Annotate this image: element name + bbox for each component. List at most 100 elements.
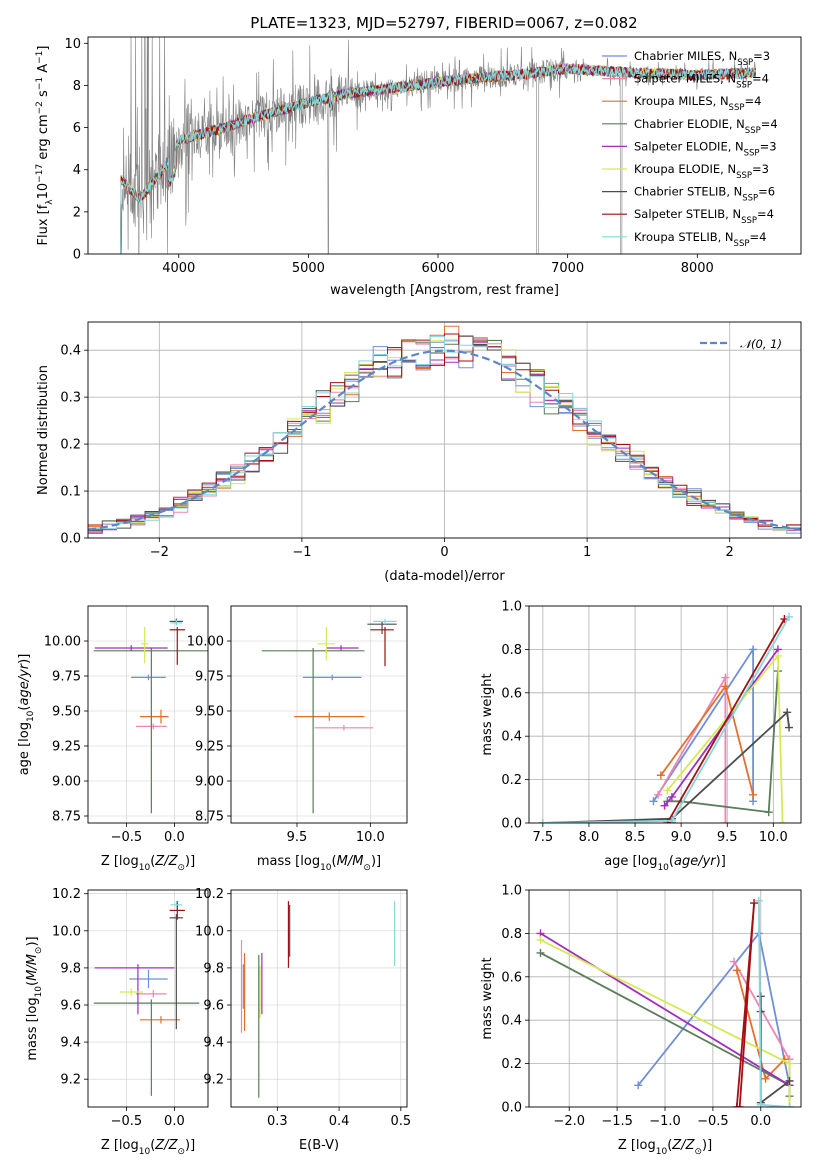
massweight_vs_age-series-chabrier-stelib-marker (785, 723, 794, 732)
spectrum-ytick-label: 4 (73, 163, 81, 178)
age_vs_mass-xtick-label: 10.0 (356, 830, 385, 845)
age_vs_Z-ylabel-part: age [log (17, 722, 32, 775)
massweight_vs_Z-series-kroupa-stelib-marker (756, 1100, 765, 1107)
massweight_vs_age-xtick-label: 9.0 (671, 830, 692, 845)
mass_vs_Z-axes: −0.5 0.09.29.49.69.810.010.2Z [log10(Z/Z⊙… (25, 887, 209, 1157)
mass_vs_EBV-ytick-label: 9.2 (203, 1073, 224, 1088)
mass_vs_Z-xlabel-part: 10 (139, 1147, 151, 1157)
age_vs_Z-ytick-label: 8.75 (52, 810, 81, 825)
mass_vs_Z-ylabel-part: 10 (34, 986, 44, 998)
spectrum-legend-entry: Salpeter ELODIE, NSSP=3 (634, 139, 777, 158)
spectrum-xtick-label: 7000 (551, 261, 584, 276)
age_vs_mass-ytick-label: 8.75 (195, 810, 224, 825)
age_vs_Z-xlabel-part: 10 (139, 863, 151, 873)
residuals-ytick-label: 0.1 (60, 485, 81, 500)
massweight_vs_age-series-kroupa-elodie-marker (778, 819, 787, 823)
age_vs_Z-xtick-label: 0.0 (164, 830, 185, 845)
spectrum-ytick-label: 2 (73, 205, 81, 220)
mass_vs_Z-ylabel-part: mass [log (25, 997, 40, 1060)
age_vs_Z-xlabel-part: )] (185, 854, 195, 869)
massweight_vs_Z-frame (528, 889, 802, 1108)
mass_vs_Z-errorbar-kroupa-elodie (119, 988, 143, 996)
massweight_vs_Z-xlabel-part: )] (702, 1138, 712, 1153)
massweight_vs_Z-ytick-label: 0.6 (501, 970, 522, 985)
massweight_vs_age-series-salpeter-elodie-marker (660, 801, 669, 810)
figure-title: PLATE=1323, MJD=52797, FIBERID=0067, z=0… (250, 14, 637, 32)
mass_vs_Z-ylabel-part: ( (25, 981, 40, 986)
massweight_vs_age-series-kroupa-stelib-marker (785, 612, 794, 621)
age_vs_Z-ytick-label: 9.00 (52, 775, 81, 790)
residuals-ytick-label: 0.0 (60, 532, 81, 547)
residuals-legend-label: 𝒩(0, 1) (740, 337, 782, 351)
spectrum-xtick-label: 8000 (681, 261, 714, 276)
spectrum-ytick-label: 8 (73, 79, 81, 94)
age_vs_mass-errorbar-kroupa-miles (294, 712, 365, 721)
mass_vs_Z-errorbar-salpeter-stelib (169, 901, 185, 920)
age_vs_Z-ytick-label: 9.25 (52, 740, 81, 755)
massweight_vs_Z-series-kroupa-miles-marker (761, 1074, 770, 1083)
spectrum-xtick-label: 5000 (292, 261, 325, 276)
residuals-hist-salpeter-stelib (88, 333, 801, 530)
spectrum-ylabel-part: λ (45, 199, 55, 205)
massweight_vs_Z-xlabel-part: ( (667, 1138, 672, 1153)
massweight_vs_age-xtick-label: 8.5 (625, 830, 646, 845)
age_vs_mass-xlabel-part: ⊙ (363, 863, 371, 873)
spectrum-legend-sub: SSP (736, 81, 752, 91)
mass_vs_Z-xlabel-part: ( (150, 1138, 155, 1153)
massweight_vs_Z-xtick-label: −2.0 (553, 1114, 585, 1129)
residuals-axes: −2 −1 0 1 2 0.0 0.1 0.2 0.3 0.4 𝒩(0, 1) (data-model… (36, 321, 802, 584)
massweight_vs_Z-series-chabrier-elodie-marker (536, 948, 545, 957)
spectrum-legend-tail: =4 (744, 94, 761, 108)
massweight_vs_Z-series-salpeter-stelib-marker (732, 1103, 741, 1107)
massweight_vs_age-xlabel-part: )] (716, 854, 726, 869)
spectrum-ylabel: Flux [fλ10−17 erg cm−2 s−1 A−1] (35, 46, 55, 246)
massweight_vs_Z-xlabel-part: 10 (656, 1147, 668, 1157)
spectrum-legend-tail: =4 (749, 230, 766, 244)
massweight_vs_age-ytick-label: 0.2 (501, 773, 522, 788)
massweight_vs_age-xtick-label: 9.5 (717, 830, 738, 845)
massweight_vs_Z-series-chabrier-stelib-marker (785, 1076, 794, 1085)
mass_vs_Z-ytick-label: 9.6 (60, 998, 81, 1013)
age_vs_Z-xlabel-part: Z [log (101, 854, 139, 869)
age_vs_Z-errorbar-chabrier-miles (131, 674, 166, 681)
mass_vs_Z-xlabel-part: Z [log (101, 1138, 139, 1153)
massweight_vs_age-series-chabrier-stelib-marker (783, 708, 792, 717)
age_vs_Z-errorbar-chabrier-elodie (93, 648, 208, 814)
spectrum-ylabel-part: −1 (35, 51, 45, 64)
spectrum-legend-sub: SSP (736, 171, 752, 181)
spectrum-legend-tail: =4 (752, 72, 769, 86)
residuals-xlabel: (data-model)/error (384, 569, 505, 584)
residuals-ylabel: Normed distribution (36, 365, 51, 495)
age_vs_mass-xlabel-part: mass [log (257, 854, 320, 869)
massweight_vs_Z-series-kroupa-stelib-marker (754, 896, 763, 905)
residuals-xtick-label: −1 (292, 545, 311, 560)
massweight_vs_Z-xtick-label: −1.5 (601, 1114, 633, 1129)
residuals-ytick-label: 0.2 (60, 438, 81, 453)
massweight_vs_Z-series-chabrier-miles-marker (634, 1081, 643, 1090)
age_vs_Z-xlabel-part: Z/Z (154, 854, 178, 869)
age_vs_mass-errorbar-kroupa-stelib (373, 618, 397, 625)
mass_vs_Z-errorbar-chabrier-stelib (169, 914, 184, 1030)
mass_vs_EBV-ytick-label: 9.6 (203, 998, 224, 1013)
age_vs_Z-xlabel-part: ( (150, 854, 155, 869)
mass_vs_Z-ytick-label: 9.4 (60, 1036, 81, 1051)
spectrum-legend-entry: Chabrier MILES, NSSP=3 (634, 49, 770, 68)
massweight_vs_age-axes: 7.5 8.0 8.5 9.0 9.5 10.0 0.0 0.2 0.4 0.6 0.8 1.0 mas… (480, 600, 802, 873)
massweight_vs_Z-ytick-label: 0.0 (501, 1101, 522, 1116)
age_vs_mass-errorbar-chabrier-elodie (261, 648, 365, 814)
massweight_vs_age-series-salpeter-miles-marker (721, 673, 730, 682)
spectrum-ylabel-part: A (36, 64, 51, 77)
massweight_vs_age-xlabel-part: age/yr (674, 854, 717, 869)
age_vs_mass-axes: 9.5 10.0 8.75 9.00 9.25 9.50 9.75 10.00 mass [lo… (187, 605, 408, 873)
mass_vs_EBV-xtick-label: 0.3 (267, 1114, 288, 1129)
spectrum-legend-tail: =6 (758, 185, 775, 199)
age_vs_Z-errorbar-salpeter-elodie (94, 645, 168, 651)
massweight_vs_Z-series-kroupa-elodie-marker (785, 1059, 794, 1068)
spectrum-ytick-label: 10 (64, 37, 81, 52)
spectrum-ylabel-part: ] (36, 46, 51, 51)
mass_vs_Z-errorbar-salpeter-miles (136, 990, 167, 998)
massweight_vs_Z-xtick-label: 0.0 (750, 1114, 771, 1129)
mass_vs_EBV-frame (230, 889, 408, 1108)
spectrum-legend-sub: SSP (745, 126, 761, 136)
